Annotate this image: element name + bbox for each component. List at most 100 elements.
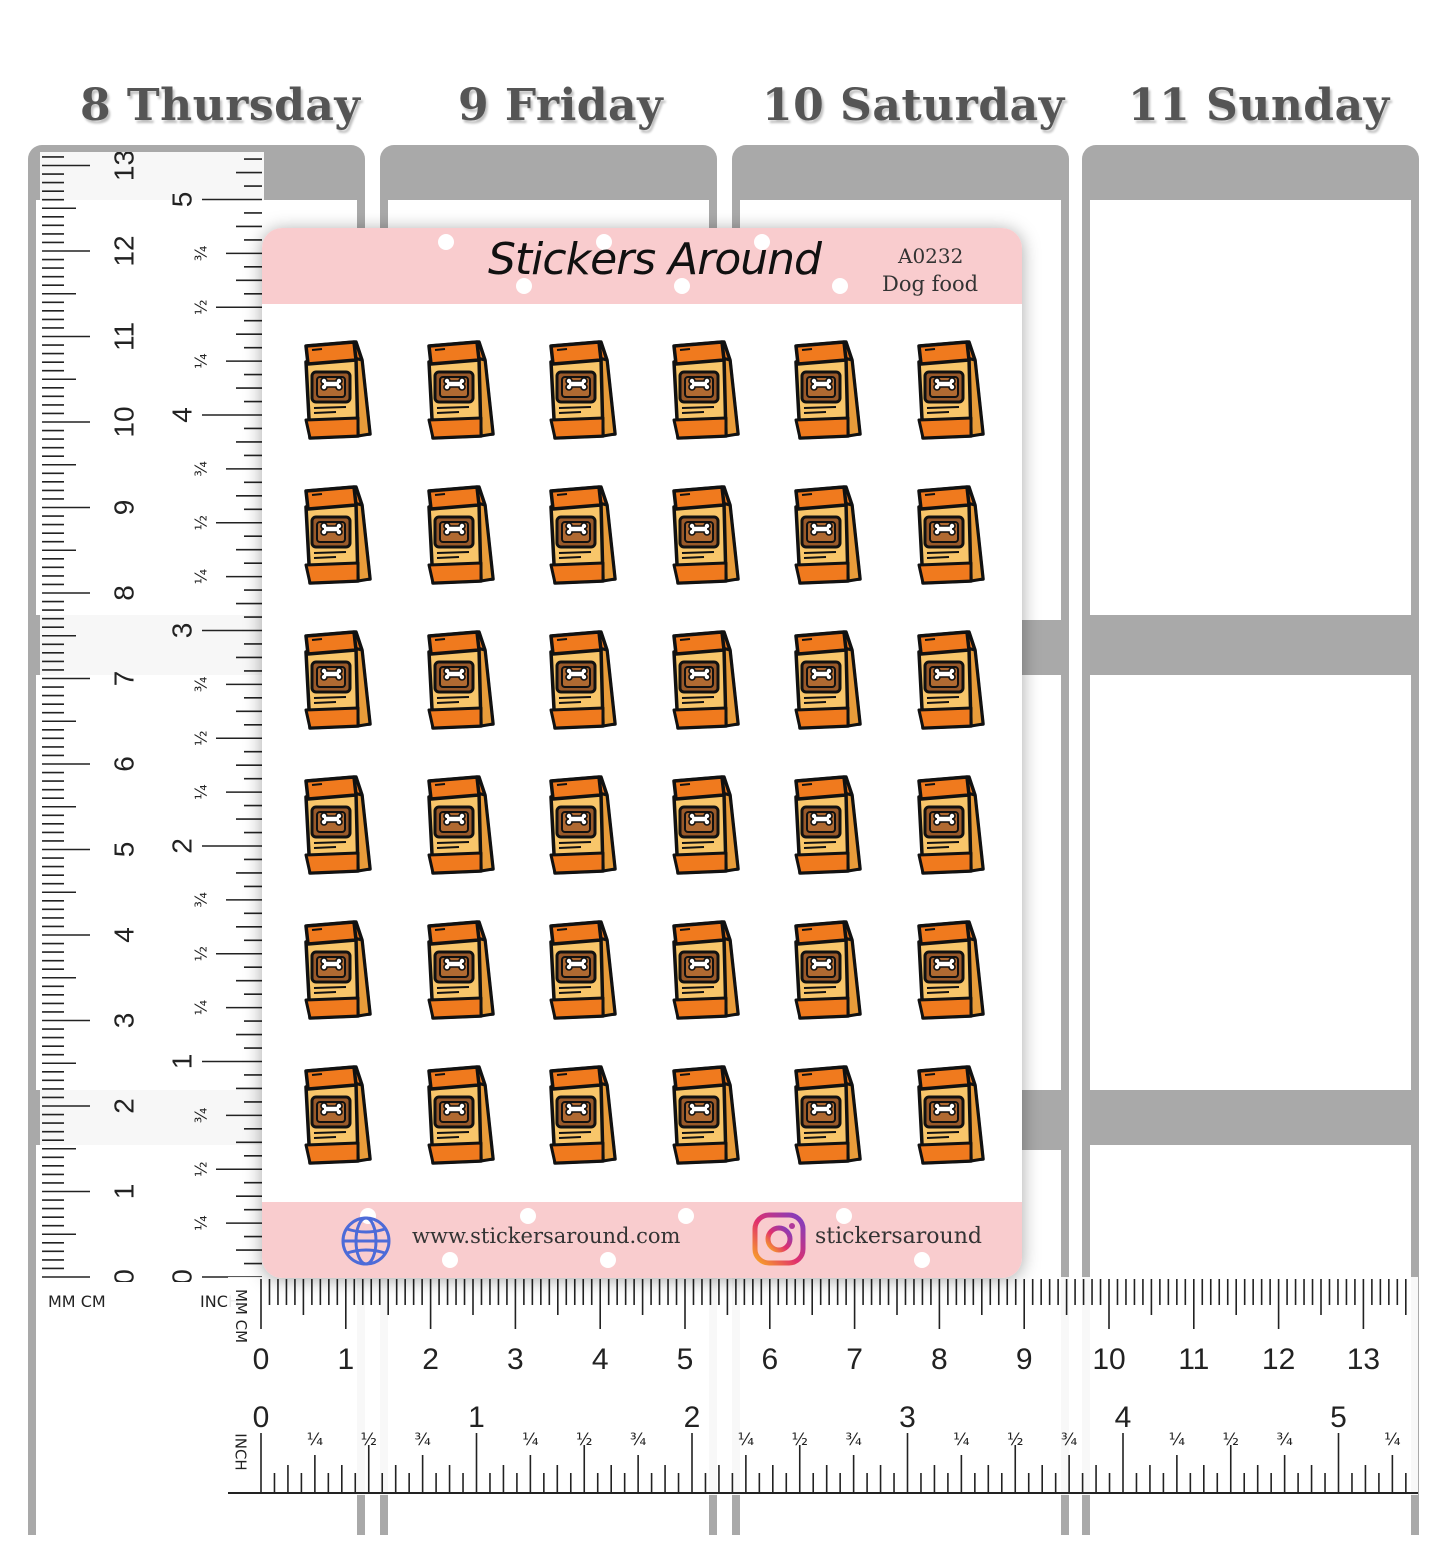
horizontal-ruler-fraction-label: ½ xyxy=(1223,1430,1239,1450)
dog-food-bag-icon xyxy=(786,483,870,587)
day-title-saturday: 10 Saturday xyxy=(762,80,1065,131)
horizontal-ruler-fraction-label: ¼ xyxy=(738,1430,754,1450)
dog-food-bag-icon xyxy=(664,773,748,877)
dog-food-bag-icon xyxy=(419,338,503,442)
horizontal-ruler-cm-label: 7 xyxy=(846,1343,863,1376)
decor-dot xyxy=(596,234,612,250)
vertical-ruler-cm-label: 10 xyxy=(108,406,139,437)
decor-dot xyxy=(438,234,454,250)
horizontal-ruler-fraction-label: ¼ xyxy=(307,1430,323,1450)
horizontal-ruler-cm-label: 6 xyxy=(761,1343,778,1376)
dog-food-bag-icon xyxy=(664,918,748,1022)
day-title-thursday: 8 Thursday xyxy=(80,80,361,131)
horizontal-ruler-cm-label: 2 xyxy=(422,1343,439,1376)
dog-food-bag-icon xyxy=(909,338,993,442)
vertical-ruler-cm-label: 12 xyxy=(108,235,139,266)
dog-food-bag-icon xyxy=(541,628,625,732)
day-title-sunday: 11 Sunday xyxy=(1128,80,1390,131)
sheet-footer: www.stickersaround.com stickersaround xyxy=(262,1202,1022,1278)
dog-food-bag-icon xyxy=(296,338,380,442)
vertical-ruler-cm-label: 0 xyxy=(108,1269,139,1282)
horizontal-ruler-fraction-label: ¾ xyxy=(414,1430,430,1450)
product-name: Dog food xyxy=(882,272,979,296)
vertical-ruler-cm-label: 2 xyxy=(108,1098,139,1114)
decor-dot xyxy=(516,278,532,294)
dog-food-bag-icon xyxy=(909,918,993,1022)
dog-food-bag-icon xyxy=(664,338,748,442)
decor-dot xyxy=(754,234,770,250)
vertical-ruler-fraction-label: ¾ xyxy=(192,246,211,262)
dog-food-bag-icon xyxy=(419,483,503,587)
horizontal-ruler-fraction-label: ½ xyxy=(361,1430,377,1450)
horizontal-ruler-cm-label: 13 xyxy=(1347,1343,1380,1376)
decor-dot xyxy=(600,1252,616,1268)
decor-dot xyxy=(674,278,690,294)
horizontal-ruler-fraction-label: ½ xyxy=(792,1430,808,1450)
horizontal-ruler-inch-label: 4 xyxy=(1115,1401,1132,1434)
horizontal-ruler-cm-label: 0 xyxy=(253,1343,270,1376)
dog-food-bag-icon xyxy=(419,918,503,1022)
vertical-ruler-cm-label: 9 xyxy=(108,500,139,516)
horizontal-ruler-fraction-label: ¾ xyxy=(1061,1430,1077,1450)
sheet-header: Stickers Around A0232 Dog food xyxy=(262,228,1022,304)
horizontal-ruler-fraction-label: ¼ xyxy=(522,1430,538,1450)
decor-dot xyxy=(836,1208,852,1224)
horizontal-ruler-cm-label: 8 xyxy=(931,1343,948,1376)
dog-food-bag-icon xyxy=(296,918,380,1022)
horizontal-ruler-fraction-label: ¼ xyxy=(1169,1430,1185,1450)
dog-food-bag-icon xyxy=(664,628,748,732)
dog-food-bag-icon xyxy=(909,628,993,732)
vertical-ruler-cm-label: 4 xyxy=(108,927,139,943)
decor-dot xyxy=(442,1252,458,1268)
horizontal-ruler-inch-label: 2 xyxy=(684,1401,701,1434)
vertical-ruler-unit-cm: MM CM xyxy=(48,1292,106,1311)
dog-food-bag-icon xyxy=(541,483,625,587)
horizontal-ruler-unit-inch: INCH xyxy=(231,1433,250,1471)
vertical-ruler-fraction-label: ½ xyxy=(192,515,211,531)
dog-food-bag-icon xyxy=(419,1063,503,1167)
brand-name: Stickers Around xyxy=(488,234,822,285)
vertical-ruler-fraction-label: ¼ xyxy=(192,1215,211,1231)
instagram-handle[interactable]: stickersaround xyxy=(815,1224,982,1249)
dog-food-bag-icon xyxy=(541,338,625,442)
dog-food-bag-icon xyxy=(541,1063,625,1167)
horizontal-ruler-unit-cm: MM CM xyxy=(232,1288,251,1344)
vertical-ruler-inch-label: 5 xyxy=(166,192,197,208)
sticker-sheet: Stickers Around A0232 Dog food xyxy=(262,228,1022,1278)
vertical-ruler-inch-label: 2 xyxy=(166,838,197,854)
vertical-ruler-fraction-label: ¾ xyxy=(192,892,211,908)
product-code: A0232 xyxy=(898,244,964,268)
vertical-ruler-cm-label: 3 xyxy=(108,1013,139,1029)
horizontal-ruler-cm-label: 12 xyxy=(1262,1343,1295,1376)
vertical-ruler-cm-label: 6 xyxy=(108,756,139,772)
horizontal-ruler-inch-label: 5 xyxy=(1330,1401,1347,1434)
vertical-ruler-fraction-label: ¼ xyxy=(192,569,211,585)
vertical-ruler-fraction-label: ¼ xyxy=(192,353,211,369)
horizontal-ruler-inch-label: 0 xyxy=(253,1401,270,1434)
day-title-friday: 9 Friday xyxy=(458,80,664,131)
vertical-ruler-inch-label: 4 xyxy=(166,407,197,423)
dog-food-bag-icon xyxy=(909,773,993,877)
decor-dot xyxy=(832,278,848,294)
vertical-ruler-fraction-label: ¼ xyxy=(192,784,211,800)
website-link[interactable]: www.stickersaround.com xyxy=(412,1224,681,1248)
vertical-ruler-cm-label: 1 xyxy=(108,1184,139,1200)
vertical-ruler-fraction-label: ¾ xyxy=(192,1108,211,1124)
horizontal-ruler-inch-label: 3 xyxy=(899,1401,916,1434)
dog-food-bag-icon xyxy=(541,918,625,1022)
dog-food-bag-icon xyxy=(786,338,870,442)
dog-food-bag-icon xyxy=(541,773,625,877)
dog-food-bag-icon xyxy=(296,483,380,587)
dog-food-bag-icon xyxy=(419,628,503,732)
decor-dot xyxy=(678,1208,694,1224)
dog-food-bag-icon xyxy=(296,628,380,732)
horizontal-ruler-cm-label: 1 xyxy=(337,1343,354,1376)
horizontal-ruler-fraction-label: ¾ xyxy=(630,1430,646,1450)
dog-food-bag-icon xyxy=(786,628,870,732)
vertical-ruler-fraction-label: ½ xyxy=(192,730,211,746)
horizontal-ruler-fraction-label: ¼ xyxy=(953,1430,969,1450)
dog-food-bag-icon xyxy=(909,483,993,587)
decor-dot xyxy=(914,1252,930,1268)
vertical-ruler: 13 12 11 10 9 8 7 6 5 4 3 2 1 0 5 4 3 2 1 0 ¼ ½ ¾ ¼ ½ ¾ ¼ ½ ¾ ¼ ½ ¾ ¼ ½ ¾ … xyxy=(40,152,264,1282)
vertical-ruler-inch-label: 3 xyxy=(166,623,197,639)
